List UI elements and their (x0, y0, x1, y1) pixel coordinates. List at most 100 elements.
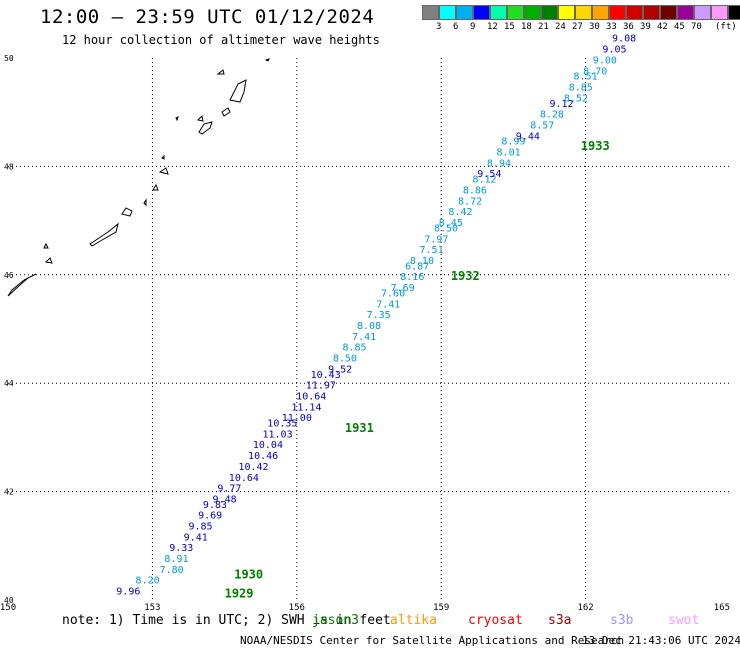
wave-height-value: 8.50 (333, 354, 357, 365)
wave-height-value: 9.44 (516, 131, 540, 142)
wave-height-value: 9.85 (188, 522, 212, 533)
pass-label: 1933 (581, 139, 610, 153)
wave-height-value: 7.97 (424, 234, 448, 245)
coastline-segment (43, 242, 49, 249)
legend-label: 3 (436, 22, 442, 32)
coastline-segment (264, 58, 270, 62)
wave-height-value: 11.97 (306, 381, 336, 392)
wave-height-value: 10.04 (253, 440, 283, 451)
wave-height-value: 9.00 (593, 55, 617, 66)
wave-height-value: 10.64 (229, 473, 259, 484)
map-grid (8, 58, 730, 600)
coastline (7, 58, 270, 297)
lat-tick-label: 42 (4, 488, 14, 497)
legend-label: 9 (470, 22, 476, 32)
wave-height-track: 9.968.207.808.919.339.419.859.699.839.48… (116, 34, 636, 598)
wave-height-value: 8.28 (540, 110, 564, 121)
wave-height-value: 7.80 (160, 565, 184, 576)
lon-tick-label: 153 (144, 603, 160, 613)
wave-height-value: 8.10 (410, 256, 434, 267)
wave-height-value: 7.35 (367, 310, 391, 321)
footer-note: note: 1) Time is in UTC; 2) SWH is in fe… (62, 613, 391, 628)
wave-height-value: 7.69 (391, 283, 415, 294)
wave-height-value: 8.52 (564, 93, 588, 104)
wave-height-value: 8.51 (574, 72, 598, 83)
legend-swatch (558, 5, 575, 20)
pass-labels: 1929 1930 1931 1932 1933 (225, 139, 610, 600)
coastline-segment (175, 116, 179, 122)
satellite-label: s3a (548, 613, 572, 628)
wave-height-value: 8.70 (583, 66, 607, 77)
coastline-segment (198, 121, 213, 135)
wave-height-value: 6.87 (405, 261, 429, 272)
wave-height-value: 10.46 (248, 451, 278, 462)
wave-height-value: 8.94 (487, 158, 511, 169)
coastline-segment (229, 79, 247, 103)
wave-height-value: 8.42 (448, 207, 472, 218)
legend-label: 12 (487, 22, 498, 32)
wave-height-value: 8.45 (439, 218, 463, 229)
wave-height-value: 9.96 (116, 587, 140, 598)
legend-swatch (592, 5, 609, 20)
legend-swatch (575, 5, 592, 20)
legend-swatch (694, 5, 711, 20)
wave-height-value: 8.86 (463, 186, 487, 197)
wave-height-value: 10.42 (238, 462, 268, 473)
wave-height-value: 9.08 (612, 34, 636, 45)
credit-line: NOAA/NESDIS Center for Satellite Applica… (240, 634, 625, 647)
wave-height-value: 8.91 (164, 554, 188, 565)
wave-height-value: 11.03 (262, 429, 292, 440)
legend-label: 24 (555, 22, 566, 32)
legend-label: 45 (674, 22, 685, 32)
satellite-label: cryosat (468, 613, 523, 628)
coastline-segment (143, 198, 147, 207)
lon-tick-label: 156 (289, 603, 305, 613)
wave-height-value: 9.77 (217, 484, 241, 495)
wave-height-value: 7.60 (381, 288, 405, 299)
legend-label: 33 (606, 22, 617, 32)
color-legend-labels: 3 6 9 12 15 18 21 24 27 30 33 36 39 42 45 70 (ft) (422, 22, 740, 34)
legend-label: 70 (691, 22, 702, 32)
wave-height-value: 9.41 (184, 532, 208, 543)
wave-height-value: 7.51 (420, 245, 444, 256)
wave-height-value: 11.00 (282, 413, 312, 424)
lat-tick-label: 46 (4, 271, 14, 280)
legend-swatch (473, 5, 490, 20)
coastline-segment (152, 183, 159, 191)
legend-swatch (456, 5, 473, 20)
wave-height-value: 8.12 (472, 175, 496, 186)
wave-height-value: 8.16 (400, 272, 424, 283)
legend-label: 15 (504, 22, 515, 32)
map-subtitle: 12 hour collection of altimeter wave hei… (62, 33, 380, 47)
satellite-label: altika (390, 613, 437, 628)
pass-label: 1931 (345, 421, 374, 435)
satellite-label: swot (668, 613, 700, 628)
lon-tick-label: 159 (433, 603, 449, 613)
lon-tick-label: 150 (0, 603, 16, 613)
wave-height-value: 9.83 (203, 500, 227, 511)
lat-tick-label: 50 (4, 54, 14, 63)
pass-label: 1929 (225, 586, 254, 600)
wave-height-value: 8.01 (497, 148, 521, 159)
wave-height-value: 9.48 (213, 494, 237, 505)
pass-label: 1930 (234, 567, 263, 581)
wave-height-value: 10.64 (296, 391, 326, 402)
legend-label: (ft) (715, 22, 737, 32)
lat-tick-label: 40 (4, 596, 14, 605)
legend-label: 36 (623, 22, 634, 32)
wave-height-value: 9.52 (328, 364, 352, 375)
legend-swatch (439, 5, 456, 20)
coastline-segment (121, 207, 133, 217)
legend-label: 27 (572, 22, 583, 32)
coastline-segment (161, 154, 165, 160)
wave-height-value: 8.72 (458, 196, 482, 207)
legend-swatch (507, 5, 524, 20)
coastline-segment (44, 257, 53, 264)
legend-swatch (711, 5, 728, 20)
wave-height-value: 10.35 (267, 419, 297, 430)
coastline-segment (7, 273, 37, 297)
lat-tick-label: 44 (4, 379, 14, 388)
color-legend (422, 5, 740, 20)
wave-height-value: 7.41 (352, 332, 376, 343)
